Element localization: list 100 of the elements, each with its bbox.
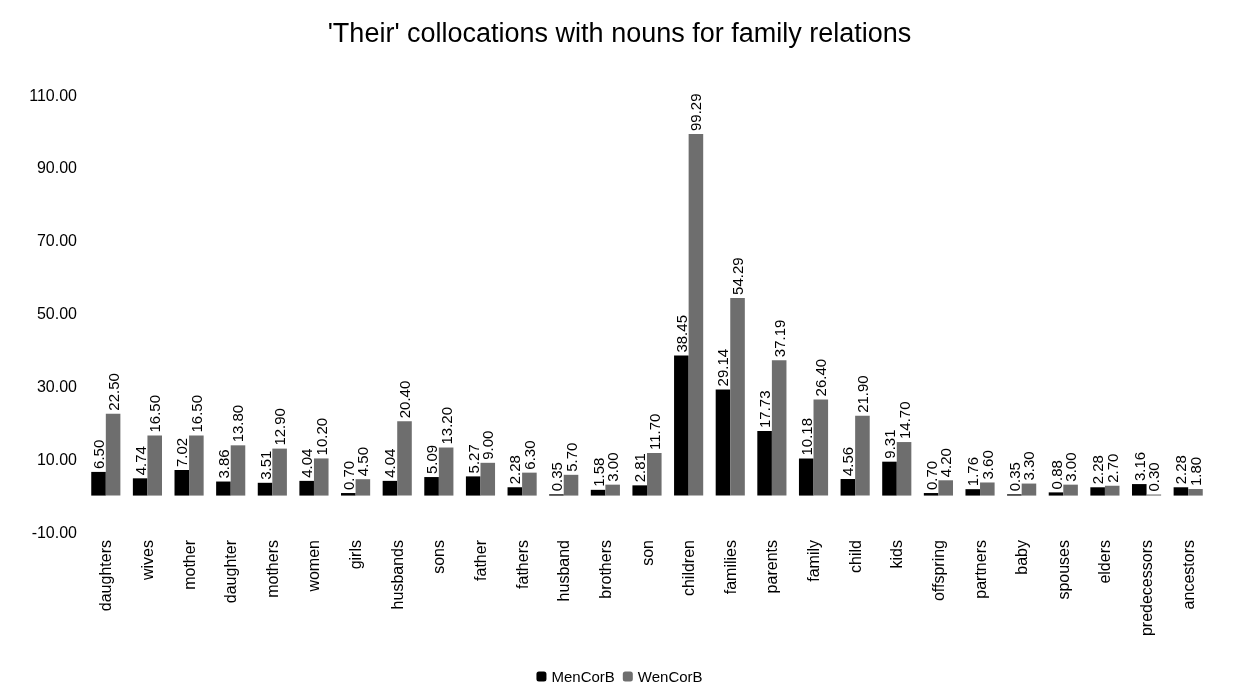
data-label: 7.02 [173,437,191,468]
bar [896,442,912,496]
data-label: 3.86 [214,449,232,479]
x-tick-label: mother [180,539,198,590]
data-label: 26.40 [812,358,830,397]
bar [674,355,689,496]
bar [923,493,939,496]
data-label: 14.70 [895,401,913,440]
x-tick-label: daughter [222,539,240,604]
data-label: 5.70 [562,442,580,472]
y-tick-label: 50.00 [36,305,78,322]
bar [424,477,439,496]
x-tick-label: husbands [388,540,406,610]
bar [522,472,537,496]
bar [757,431,772,496]
x-tick-label: children [680,540,698,597]
x-tick-label: girls [347,540,365,570]
data-label: 1.58 [589,457,607,487]
bar [382,480,398,496]
bar [647,452,662,496]
data-label: 22.50 [104,373,122,411]
x-tick-label: wives [138,540,156,582]
bar [189,435,204,496]
bar [605,484,620,496]
bar [882,461,897,496]
bar [313,458,329,496]
data-label: 0.70 [922,460,940,491]
y-tick-label: 10.00 [36,450,78,468]
bar [632,485,647,496]
bar [771,360,787,496]
bar [563,474,579,496]
data-label: 3.00 [1062,452,1080,482]
data-label: 3.51 [256,450,274,480]
x-tick-label: partners [971,540,989,599]
data-label: 4.56 [839,446,857,476]
data-label: 9.00 [479,430,497,460]
bar [91,471,106,496]
bar [355,479,371,496]
data-label: 4.04 [381,448,399,478]
bar [813,399,829,496]
x-tick-label: parents [763,540,781,594]
data-label: 3.30 [1020,451,1038,481]
bar [230,445,246,496]
bar [1173,487,1189,496]
bar [715,389,731,496]
data-label: 99.29 [687,93,705,131]
bar [132,478,148,496]
x-tick-label: baby [1013,540,1031,575]
x-tick-label: husband [555,540,573,602]
data-label: 4.50 [354,446,372,477]
bar [147,435,163,496]
bar [216,481,231,496]
data-label: 13.80 [229,404,247,443]
x-tick-label: brothers [596,540,614,599]
bar [438,447,454,496]
data-label: 11.70 [645,413,663,450]
y-tick-label: 70.00 [36,232,78,250]
data-label: 16.50 [146,394,164,433]
y-tick-label: 90.00 [36,159,78,177]
data-label: 12.90 [271,408,289,446]
x-tick-label: son [638,540,656,566]
bar [507,487,523,496]
y-tick-label: 30.00 [36,377,78,395]
x-tick-label: sons [430,540,448,574]
legend-label: WenCorB [637,668,703,685]
chart-title: 'Their' collocations with nouns for family relations [327,17,912,48]
bar [1188,489,1203,496]
bar [1021,483,1037,496]
bar [174,470,190,496]
data-label: 0.35 [547,462,565,492]
bar [480,462,496,496]
bar [1090,487,1105,496]
bar [1104,485,1120,496]
bar [397,421,412,496]
bar [1063,484,1078,496]
bar [840,478,856,496]
data-label: 16.50 [187,394,205,433]
bar [980,482,995,496]
bar [341,493,356,496]
x-tick-label: ancestors [1179,540,1197,610]
data-label: 10.18 [797,417,815,456]
data-label: 4.20 [937,448,955,478]
data-label: 13.20 [437,406,455,445]
data-label: 37.19 [770,319,788,358]
y-tick-label: 110.00 [29,86,78,104]
data-label: 9.31 [880,429,898,459]
data-label: 2.81 [631,453,649,483]
x-tick-label: daughters [97,540,115,612]
data-label: 21.90 [853,375,871,413]
x-tick-label: mothers [263,540,281,598]
x-tick-label: elders [1096,540,1114,584]
x-tick-label: family [805,540,823,582]
bar [272,448,287,496]
x-tick-label: kids [888,540,906,569]
bar [798,458,814,496]
bar [730,297,745,496]
data-label: 4.74 [131,446,149,476]
data-label: 3.00 [604,452,622,482]
x-tick-label: women [305,540,323,593]
bar [590,489,606,496]
